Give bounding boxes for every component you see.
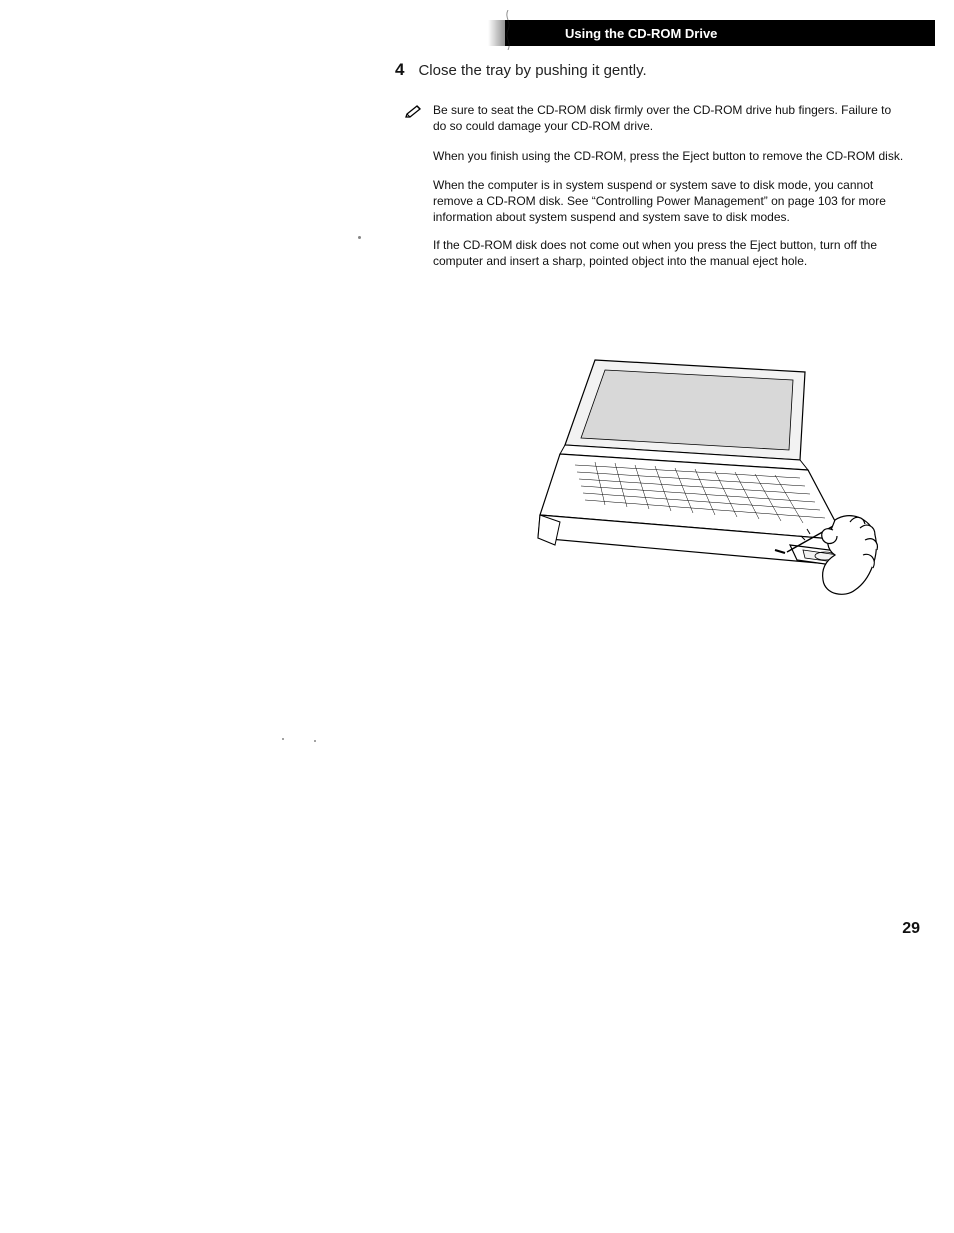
- section-header-bar: Using the CD-ROM Drive: [505, 20, 935, 46]
- page-number: 29: [902, 920, 920, 938]
- body-paragraph: When the computer is in system suspend o…: [433, 177, 905, 226]
- body-paragraph: If the CD-ROM disk does not come out whe…: [433, 237, 905, 269]
- pencil-note-icon: [405, 104, 427, 134]
- scan-artifact: [314, 740, 316, 742]
- instruction-step: 4 Close the tray by pushing it gently.: [395, 60, 905, 80]
- note-text: Be sure to seat the CD-ROM disk firmly o…: [433, 102, 905, 134]
- body-paragraph: When you finish using the CD-ROM, press …: [433, 148, 905, 164]
- scan-artifact: [358, 236, 361, 239]
- laptop-eject-illustration: [505, 350, 885, 610]
- scan-artifact: [282, 738, 284, 740]
- header-squiggle-graphic: [500, 10, 516, 50]
- step-text: Close the tray by pushing it gently.: [418, 62, 646, 79]
- section-header-title: Using the CD-ROM Drive: [565, 26, 717, 41]
- page-content: 4 Close the tray by pushing it gently. B…: [395, 60, 905, 282]
- step-number: 4: [395, 60, 404, 80]
- note-block: Be sure to seat the CD-ROM disk firmly o…: [405, 102, 905, 134]
